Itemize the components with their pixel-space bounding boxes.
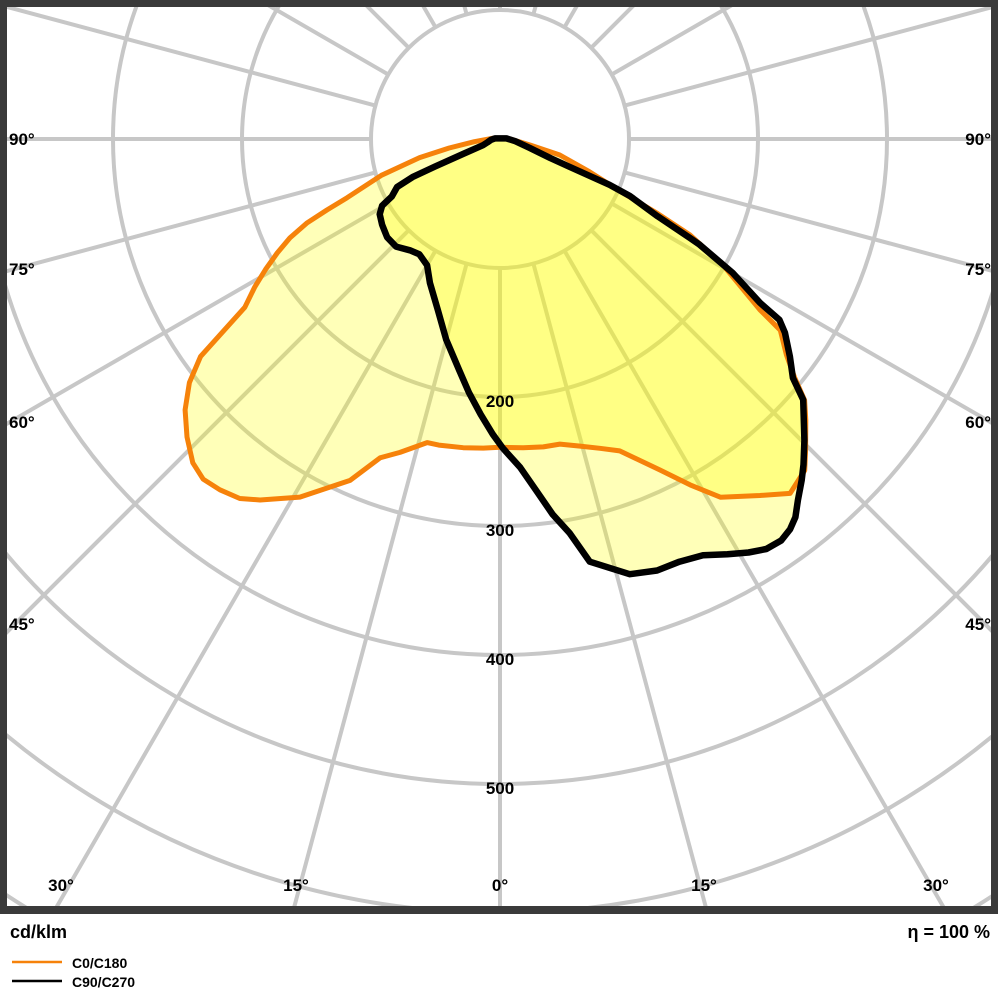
grid-radial-135 xyxy=(589,7,635,50)
angle-label-bottom-0: 30° xyxy=(48,876,74,895)
angle-label-left-75°: 75° xyxy=(9,260,35,279)
curve-c90-c270 xyxy=(376,135,808,578)
angle-label-bottom-1: 15° xyxy=(283,876,309,895)
grid-radial-300 xyxy=(7,201,390,426)
grid-radial-285 xyxy=(7,170,376,274)
grid-radial-255 xyxy=(7,7,376,108)
legend-label-c0-c180: C0/C180 xyxy=(72,955,127,971)
grid-radial-60 xyxy=(610,201,991,425)
radial-value-label-300: 300 xyxy=(486,521,514,540)
frame-right-border xyxy=(991,0,998,914)
angle-label-right-90°: 90° xyxy=(965,130,991,149)
angle-label-left-60°: 60° xyxy=(9,413,35,432)
angle-label-bottom-2: 0° xyxy=(492,876,508,895)
legend-label-c90-c270: C90/C270 xyxy=(72,974,135,990)
angle-label-bottom-3: 15° xyxy=(691,876,717,895)
grid-radial-45 xyxy=(589,228,991,633)
curve-fill-c0-c180 xyxy=(185,138,806,501)
grid-radial-75 xyxy=(624,170,991,273)
angle-label-left-90°: 90° xyxy=(9,130,35,149)
frame-top-border xyxy=(0,0,998,7)
grid-radial-30 xyxy=(562,249,946,906)
axis-label-layer: 90° 75° 60° 45° 90° 75° 60° 45° 30° 15° 0° 15° 30° 20… xyxy=(9,130,991,895)
curve-stroke-layer xyxy=(182,135,809,578)
unit-label: cd/klm xyxy=(10,922,67,942)
radial-value-label-500: 500 xyxy=(486,779,514,798)
angle-label-right-60°: 60° xyxy=(965,413,991,432)
efficiency-label: η = 100 % xyxy=(907,922,990,942)
grid-radial-120 xyxy=(610,7,733,77)
angle-label-bottom-4: 30° xyxy=(923,876,949,895)
grid-radial-105 xyxy=(624,7,991,108)
grid-radial-315 xyxy=(7,228,411,635)
angle-label-right-75°: 75° xyxy=(965,260,991,279)
frame-bottom-bar xyxy=(0,906,998,914)
radial-value-label-200: 200 xyxy=(486,392,514,411)
radial-value-label-400: 400 xyxy=(486,650,514,669)
grid-radial-240 xyxy=(267,7,390,77)
angle-label-left-45°: 45° xyxy=(9,615,35,634)
grid-radial-330 xyxy=(54,249,438,906)
angle-label-right-45°: 45° xyxy=(965,615,991,634)
frame-left-border xyxy=(0,0,7,914)
curve-c0-c180 xyxy=(182,135,809,503)
curve-fill-layer xyxy=(185,138,806,575)
grid-radial-225 xyxy=(365,7,411,50)
